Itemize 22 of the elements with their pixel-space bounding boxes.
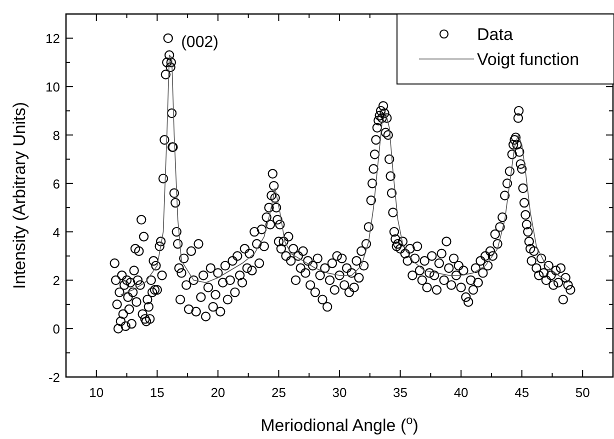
y-tick-label: 6 <box>52 176 60 192</box>
legend-label: Data <box>477 25 514 44</box>
x-axis-title: Meriodional Angle ($^{o}$) <box>260 413 418 435</box>
y-tick-label: 0 <box>52 322 60 337</box>
legend-label: Voigt function <box>477 50 580 69</box>
x-tick-label: 50 <box>575 385 590 400</box>
x-tick-label: 30 <box>332 385 347 400</box>
x-tick-label: 15 <box>150 385 164 400</box>
x-tick-label: 35 <box>393 385 408 400</box>
y-tick-label: 2 <box>52 273 60 288</box>
annotation: (002) <box>181 34 218 52</box>
y-tick-label: 12 <box>46 31 60 46</box>
x-tick-label: 20 <box>210 385 226 400</box>
y-tick-label: 4 <box>52 224 60 240</box>
x-tick-label: 25 <box>271 385 286 400</box>
x-tick-label: 40 <box>454 385 468 400</box>
x-tick-label: 45 <box>514 385 530 400</box>
y-tick-label: 8 <box>52 128 60 143</box>
y-tick-label: -2 <box>48 370 60 385</box>
y-tick-label: 10 <box>46 80 60 95</box>
y-axis-title: Intensity (Arbitrary Units) <box>10 102 29 290</box>
x-tick-label: 10 <box>89 385 104 400</box>
